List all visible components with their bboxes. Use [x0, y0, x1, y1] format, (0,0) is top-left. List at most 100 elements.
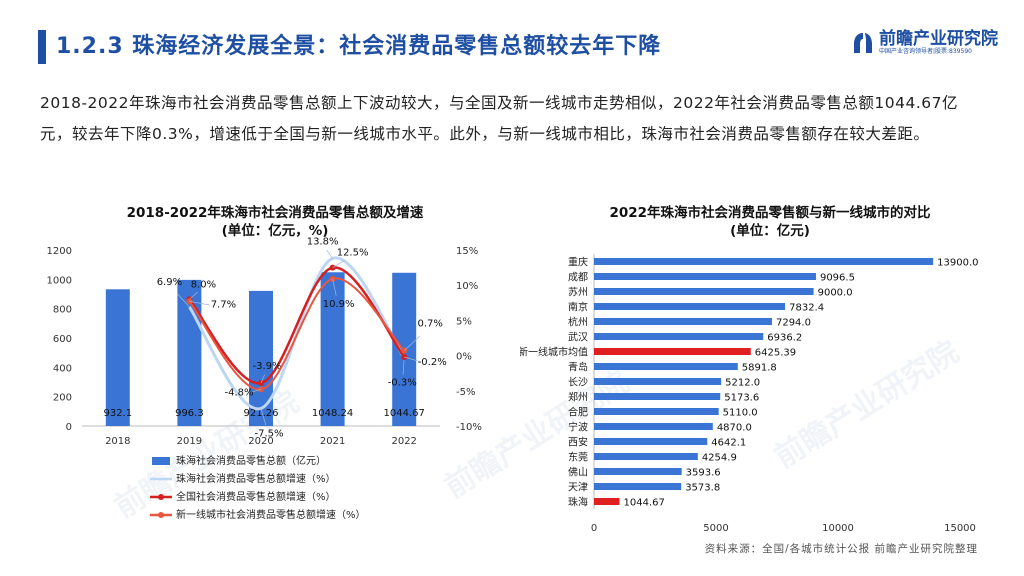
y-tick-label: 800: [53, 305, 72, 316]
label-leader-line: [260, 374, 265, 384]
y-tick-label: 0: [66, 422, 72, 433]
bar-data-label: 1048.24: [312, 408, 353, 419]
logo-mark-icon: [854, 33, 872, 53]
bar-data-label: 9096.5: [820, 273, 855, 284]
source-note: 资料来源：全国/各城市统计公报 前瞻产业研究院整理: [704, 543, 978, 555]
line-national-growth: [188, 266, 406, 385]
left-chart-subtitle: (单位：亿元，%): [221, 223, 329, 239]
bar-data-label: 6936.2: [767, 333, 802, 344]
x-tick-label: 0: [591, 523, 597, 534]
bar-highlight: [594, 348, 751, 355]
x-tick-label: 10000: [822, 523, 854, 534]
line-data-label: -4.8%: [224, 387, 253, 398]
label-leader-line: [260, 408, 267, 426]
label-leader-line: [326, 249, 333, 259]
bar-city: [594, 303, 786, 310]
legend-label: 全国社会消费品零售总额增速（%）: [176, 490, 336, 503]
bar-data-label: 1044.67: [623, 498, 664, 509]
bar-city: [594, 483, 682, 490]
left-chart-title-text: 2018-2022年珠海市社会消费品零售总额及增速: [126, 205, 424, 221]
line-data-label: -3.9%: [252, 361, 281, 372]
y-tick-label: 1200: [47, 246, 72, 257]
category-label: 天津: [568, 482, 588, 494]
y-tick-label: 1000: [47, 275, 72, 286]
label-leader-line: [247, 389, 262, 394]
left-combo-chart: 0 200 400 600 800 1000 1200 -10% -5% 0% 5% 10% 15% 93…: [47, 236, 482, 521]
bar-zhuhai-retail: [320, 272, 345, 426]
line-data-label: -0.3%: [388, 378, 417, 389]
legend-swatch-marker: [158, 512, 164, 518]
category-label: 西安: [568, 436, 588, 449]
bar-city: [594, 378, 722, 385]
right-chart-subtitle: (单位：亿元): [730, 223, 810, 239]
bar-data-label: 3593.6: [686, 468, 721, 479]
category-label: 杭州: [568, 316, 588, 329]
bar-city: [594, 468, 682, 475]
line-data-label: 8.0%: [191, 279, 216, 290]
bar-city: [594, 408, 719, 415]
bar-data-label: 3573.8: [685, 483, 720, 494]
bar-city: [594, 273, 816, 280]
bar-city: [594, 393, 721, 400]
bar-data-label: 5110.0: [723, 408, 758, 419]
line-data-label: -7.5%: [254, 428, 283, 439]
y2-tick-label: 10%: [456, 281, 478, 292]
bar-data-label: 9000.0: [818, 288, 853, 299]
line-data-label: 6.9%: [157, 277, 182, 288]
line-data-label: 7.7%: [211, 299, 236, 310]
bar-data-label: 932.1: [103, 408, 132, 419]
bar-data-label: 4254.9: [702, 453, 737, 464]
label-leader-line: [402, 357, 405, 375]
page-title: 1.2.3 珠海经济发展全景：社会消费品零售总额较去年下降: [56, 34, 662, 59]
label-leader-line: [189, 291, 199, 300]
category-label: 合肥: [568, 406, 588, 419]
title-accent-bar: [38, 30, 46, 64]
bar-data-label: 7832.4: [789, 303, 824, 314]
label-leader-line: [332, 260, 345, 268]
label-leader-line: [403, 336, 421, 351]
label-leader-line: [177, 293, 190, 308]
bar-data-label: 996.3: [175, 408, 204, 419]
label-leader-line: [404, 356, 422, 363]
bar-data-label: 921.26: [244, 408, 279, 419]
bar-highlight: [594, 498, 620, 505]
line-data-label: 0.7%: [417, 319, 442, 330]
bar-data-label: 13900.0: [937, 258, 978, 269]
bar-data-label: 5212.0: [725, 378, 760, 389]
bar-data-label: 5891.8: [742, 363, 777, 374]
bar-city: [594, 363, 738, 370]
legend-label: 珠海社会消费品零售总额（亿元）: [176, 454, 326, 467]
category-label: 南京: [568, 301, 588, 314]
bar-city: [594, 453, 698, 460]
category-label: 郑州: [568, 391, 588, 404]
x-tick-label: 5000: [703, 523, 728, 534]
bar-city: [594, 318, 772, 325]
y-tick-label: 400: [53, 363, 72, 374]
label-leader-line: [332, 278, 337, 296]
bar-data-label: 4870.0: [717, 423, 752, 434]
bar-data-label: 4642.1: [711, 438, 746, 449]
right-chart-title-text: 2022年珠海市社会消费品零售额与新一线城市的对比: [609, 205, 931, 221]
bar-data-label: 7294.0: [776, 318, 811, 329]
category-label: 成都: [568, 272, 588, 284]
logo-name: 前瞻产业研究院: [879, 29, 998, 49]
y2-tick-label: 0%: [456, 352, 472, 363]
category-label: 武汉: [568, 331, 588, 344]
y2-tick-label: -10%: [456, 422, 482, 433]
x-tick-label: 2018: [105, 436, 130, 447]
legend-label: 珠海社会消费品零售总额增速（%）: [176, 472, 336, 485]
legend-swatch-bar: [152, 457, 170, 465]
bar-zhuhai-retail: [249, 290, 273, 426]
legend-label: 新一线城市社会消费品零售总额增速（%）: [176, 508, 366, 521]
x-tick-label: 15000: [944, 523, 976, 534]
left-chart-title: 2018-2022年珠海市社会消费品零售总额及增速 (单位：亿元，%): [80, 204, 470, 240]
x-tick-label: 2021: [320, 436, 345, 447]
line-newtier-growth: [188, 277, 405, 391]
y2-tick-label: -5%: [456, 387, 475, 398]
category-label: 珠海: [568, 496, 588, 509]
category-label: 宁波: [568, 421, 588, 434]
category-label: 东莞: [568, 451, 588, 464]
logo-subtitle: 中国产业咨询领导者|股票:839590: [879, 48, 972, 55]
y2-tick-label: 15%: [456, 246, 478, 257]
category-label: 佛山: [568, 466, 588, 479]
